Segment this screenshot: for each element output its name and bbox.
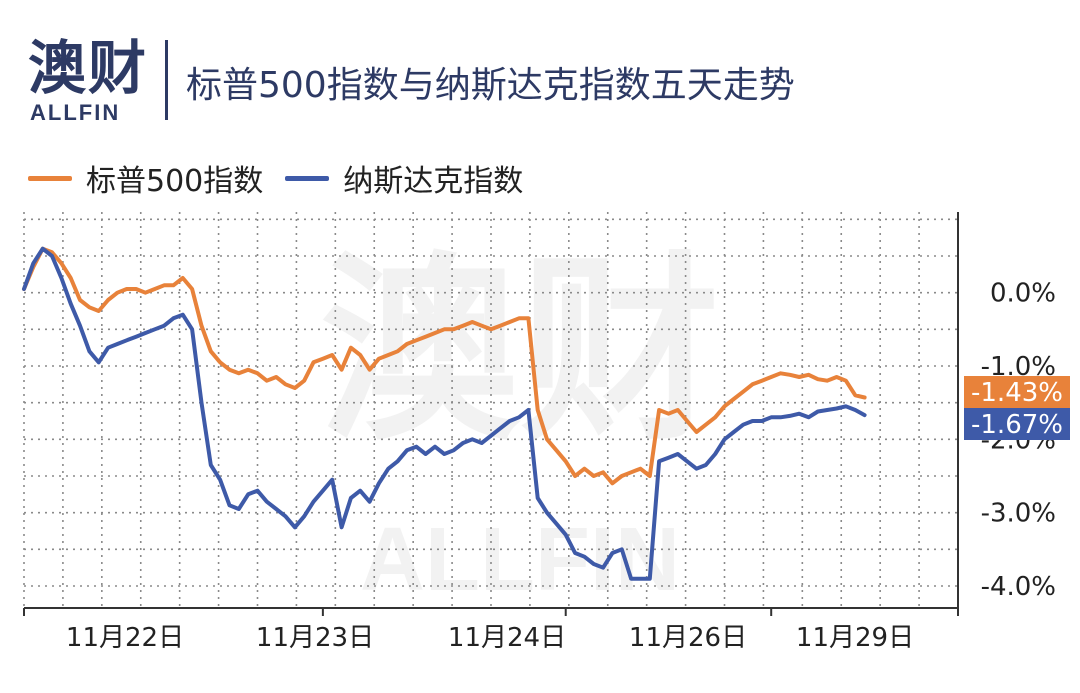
end-label-sp500-box [964, 376, 1070, 408]
series-line-0 [22, 246, 867, 486]
legend-swatch-sp500 [28, 175, 72, 181]
chart-title: 标普500指数与纳斯达克指数五天走势 [186, 65, 795, 106]
legend-label-sp500: 标普500指数 [86, 164, 264, 199]
end-label-nasdaq-box [964, 408, 1070, 440]
y-tick-label-3: -3.0% [981, 499, 1056, 529]
logo-chinese-text: 澳财 [28, 34, 149, 102]
end-label-nasdaq: -1.67% [964, 408, 1070, 440]
legend: 标普500指数 纳斯达克指数 [28, 156, 545, 200]
y-tick-label-4: -4.0% [981, 572, 1056, 602]
logo-english-text: ALLFIN [30, 100, 121, 125]
x-tick-label-2: 11月24日 [448, 623, 566, 653]
end-label-nasdaq-text: -1.67% [971, 410, 1063, 440]
x-tick-label-3: 11月26日 [629, 623, 747, 653]
x-tick-label-0: 11月22日 [66, 623, 184, 653]
x-tick-label-1: 11月23日 [256, 623, 374, 653]
end-label-sp500: -1.43% [964, 376, 1070, 408]
title-divider [165, 40, 168, 120]
allfin-logo: 澳财 ALLFIN [28, 36, 148, 126]
y-tick-label-0: 0.0% [990, 279, 1056, 309]
x-tick-label-4: 11月29日 [796, 623, 914, 653]
watermark: 澳财 ALLFIN [320, 235, 720, 610]
watermark-english-text: ALLFIN [360, 510, 680, 610]
legend-item-sp500: 标普500指数 [28, 156, 263, 200]
series-line-1 [22, 246, 867, 581]
legend-item-nasdaq: 纳斯达克指数 [285, 156, 523, 200]
end-label-sp500-text: -1.43% [971, 378, 1063, 408]
legend-label-nasdaq: 纳斯达克指数 [343, 164, 524, 199]
watermark-chinese-text: 澳财 [320, 235, 720, 468]
legend-swatch-nasdaq [285, 175, 330, 181]
